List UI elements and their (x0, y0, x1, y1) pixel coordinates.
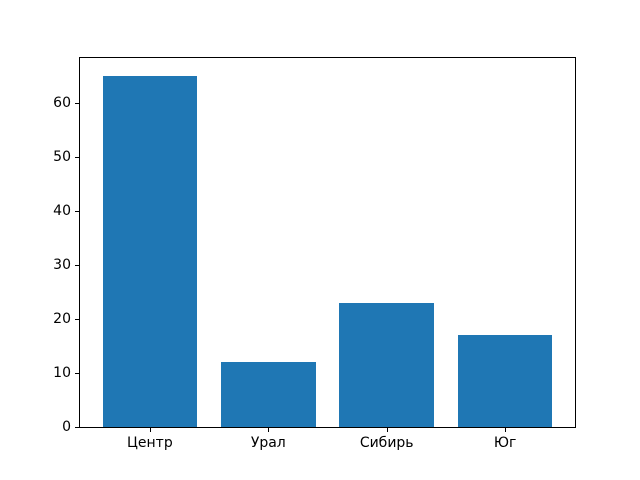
y-tick-mark (75, 318, 79, 320)
y-tick-mark (75, 264, 79, 266)
x-tick-label: Юг (493, 435, 517, 451)
bar-3 (457, 335, 553, 427)
x-tick-mark (505, 428, 507, 432)
y-tick-mark (75, 156, 79, 158)
y-tick-label: 0 (62, 419, 71, 435)
y-tick-mark (75, 102, 79, 104)
y-tick-label: 40 (53, 202, 71, 219)
y-tick-label: 10 (53, 364, 71, 381)
y-tick-mark (75, 372, 79, 374)
y-tick-label: 50 (53, 148, 71, 165)
x-tick-mark (386, 428, 388, 432)
y-tick-label: 60 (53, 94, 71, 111)
bar-2 (339, 302, 434, 427)
x-tick-label: Сибирь (359, 435, 414, 451)
y-tick-label: 20 (53, 310, 71, 327)
bar-1 (220, 362, 316, 427)
x-tick-label: Центр (127, 435, 173, 451)
x-tick-label: Урал (250, 435, 286, 451)
y-tick-label: 30 (53, 256, 71, 273)
x-tick-mark (268, 428, 270, 432)
x-tick-mark (149, 428, 151, 432)
y-tick-mark (75, 427, 79, 428)
bar-0 (102, 75, 198, 427)
y-tick-mark (75, 210, 79, 212)
